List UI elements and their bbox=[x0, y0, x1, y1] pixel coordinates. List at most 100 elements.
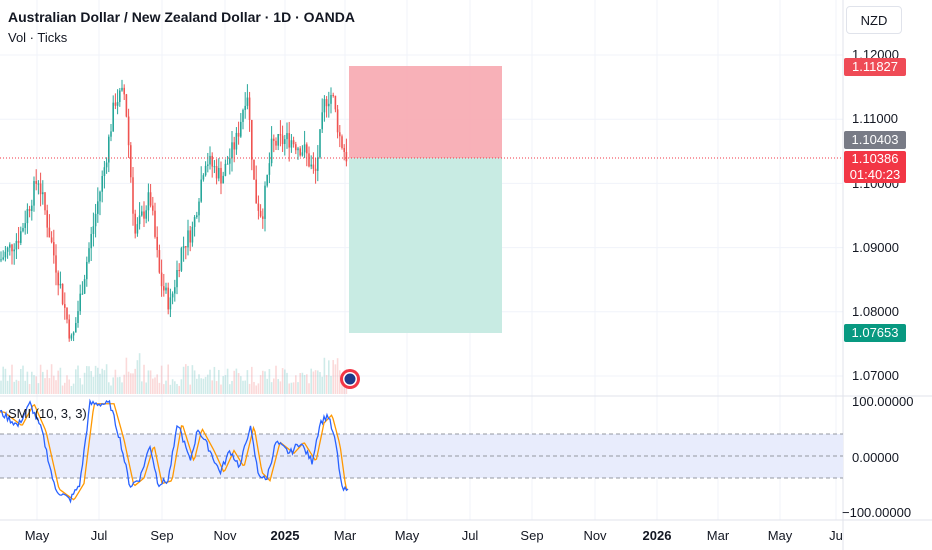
time-axis-label: Mar bbox=[333, 528, 357, 543]
candle-body bbox=[189, 230, 191, 243]
candle-body bbox=[268, 163, 271, 175]
volume-bar bbox=[132, 373, 134, 394]
volume-bar bbox=[110, 385, 112, 394]
candle-body bbox=[72, 332, 75, 336]
volume-bar bbox=[4, 368, 7, 394]
candle-body bbox=[174, 287, 176, 294]
candle-body bbox=[343, 147, 345, 152]
candle-body bbox=[180, 248, 183, 271]
candle-body bbox=[191, 226, 194, 243]
volume-bar bbox=[233, 370, 235, 394]
volume-bar bbox=[303, 374, 306, 394]
candle-body bbox=[90, 233, 92, 249]
time-axis-label: 2026 bbox=[642, 528, 672, 543]
volume-bar bbox=[6, 380, 9, 394]
candle-body bbox=[242, 109, 244, 122]
volume-bar bbox=[59, 367, 62, 394]
candle-body bbox=[4, 251, 7, 258]
candle-body bbox=[182, 246, 185, 249]
candle-body bbox=[110, 131, 112, 137]
candle-body bbox=[156, 236, 158, 251]
smi-indicator-label[interactable]: SMI (10, 3, 3) bbox=[8, 406, 87, 421]
price-axis-label: 1.07000 bbox=[852, 368, 899, 383]
volume-bar bbox=[270, 382, 273, 394]
candle-body bbox=[152, 205, 154, 211]
smi-axis-label: −100.00000 bbox=[842, 505, 912, 520]
candle-body bbox=[235, 132, 238, 150]
candle-body bbox=[299, 148, 301, 156]
candle-body bbox=[202, 175, 205, 180]
candle-body bbox=[178, 270, 180, 272]
volume-bar bbox=[288, 383, 290, 394]
volume-bar bbox=[17, 380, 20, 394]
volume-bar bbox=[15, 379, 18, 394]
volume-bar bbox=[143, 364, 145, 394]
candle-body bbox=[314, 168, 317, 171]
volume-bar bbox=[20, 368, 22, 394]
volume-bar bbox=[33, 375, 35, 394]
currency-button[interactable]: NZD bbox=[846, 6, 902, 34]
volume-bar bbox=[213, 366, 216, 394]
volume-bar bbox=[182, 366, 185, 394]
candle-body bbox=[158, 250, 161, 273]
volume-bar bbox=[178, 385, 180, 394]
candle-body bbox=[253, 159, 255, 180]
volume-bar bbox=[277, 379, 279, 394]
volume-bar bbox=[336, 358, 339, 394]
volume-bar bbox=[215, 381, 218, 394]
volume-bar bbox=[339, 370, 341, 394]
candle-body bbox=[24, 223, 26, 228]
volume-bar bbox=[321, 376, 323, 394]
time-axis-label: May bbox=[394, 528, 420, 543]
volume-bar bbox=[198, 374, 200, 394]
price-axis-label: 1.08000 bbox=[852, 304, 899, 319]
candle-body bbox=[209, 155, 211, 165]
candle-body bbox=[215, 166, 218, 179]
candle-body bbox=[211, 155, 213, 167]
candle-body bbox=[288, 133, 290, 148]
volume-bar bbox=[50, 364, 53, 394]
volume-bar bbox=[81, 384, 84, 394]
candle-body bbox=[167, 287, 169, 310]
volume-bar bbox=[101, 368, 103, 394]
volume-bar bbox=[231, 380, 233, 394]
volume-bar bbox=[158, 382, 161, 394]
volume-bar bbox=[196, 378, 198, 394]
candle-body bbox=[281, 135, 284, 145]
candle-body bbox=[103, 167, 106, 177]
candle-body bbox=[290, 140, 293, 148]
volume-bar bbox=[61, 385, 64, 394]
candle-body bbox=[323, 99, 326, 113]
candle-body bbox=[53, 242, 55, 256]
volume-bar bbox=[244, 380, 246, 394]
candle-body bbox=[303, 144, 306, 153]
volume-bar bbox=[31, 371, 33, 394]
volume-bar bbox=[11, 364, 13, 394]
candle-body bbox=[50, 237, 53, 243]
volume-bar bbox=[48, 378, 51, 394]
candle-body bbox=[127, 116, 130, 146]
volume-bar bbox=[37, 383, 40, 394]
volume-bar bbox=[119, 376, 121, 394]
candle-body bbox=[35, 181, 37, 184]
candle-body bbox=[44, 192, 46, 211]
candle-body bbox=[99, 191, 101, 202]
price-axis-label: 1.11000 bbox=[852, 111, 899, 126]
volume-bar bbox=[330, 375, 332, 394]
smi-axis-label: 100.00000 bbox=[852, 394, 914, 409]
stop-price-tag: 1.07653 bbox=[844, 324, 906, 342]
volume-bar bbox=[171, 379, 174, 394]
candle-body bbox=[339, 132, 341, 137]
candle-body bbox=[275, 140, 277, 146]
candle-body bbox=[97, 201, 99, 214]
candle-body bbox=[198, 201, 200, 216]
volume-bar bbox=[90, 371, 92, 394]
candle-body bbox=[112, 102, 114, 132]
candle-body bbox=[48, 227, 51, 238]
candle-body bbox=[39, 183, 42, 195]
volume-bar bbox=[308, 383, 310, 394]
volume-bar bbox=[55, 380, 57, 394]
volume-bar bbox=[75, 369, 77, 394]
candle-body bbox=[88, 248, 90, 262]
